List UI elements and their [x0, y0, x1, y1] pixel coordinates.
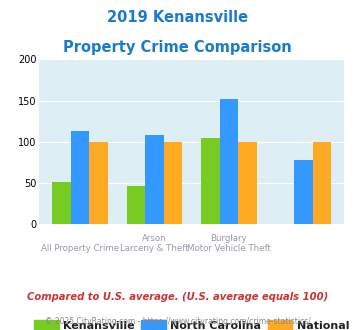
Text: Arson: Arson — [142, 234, 167, 243]
Bar — [313, 142, 331, 224]
Bar — [201, 138, 220, 224]
Text: Compared to U.S. average. (U.S. average equals 100): Compared to U.S. average. (U.S. average … — [27, 292, 328, 302]
Text: Burglary: Burglary — [211, 234, 247, 243]
Bar — [52, 182, 71, 224]
Text: 2019 Kenansville: 2019 Kenansville — [107, 10, 248, 25]
Bar — [164, 142, 182, 224]
Text: Larceny & Theft: Larceny & Theft — [120, 244, 189, 252]
Bar — [220, 99, 238, 224]
Bar — [89, 142, 108, 224]
Legend: Kenansville, North Carolina, National: Kenansville, North Carolina, National — [30, 316, 354, 330]
Bar — [238, 142, 257, 224]
Text: Motor Vehicle Theft: Motor Vehicle Theft — [187, 244, 271, 252]
Text: All Property Crime: All Property Crime — [41, 244, 119, 252]
Text: Property Crime Comparison: Property Crime Comparison — [63, 40, 292, 54]
Bar — [145, 135, 164, 224]
Text: © 2025 CityRating.com - https://www.cityrating.com/crime-statistics/: © 2025 CityRating.com - https://www.city… — [45, 317, 310, 326]
Bar — [294, 160, 313, 224]
Bar — [71, 131, 89, 224]
Bar — [126, 186, 145, 224]
